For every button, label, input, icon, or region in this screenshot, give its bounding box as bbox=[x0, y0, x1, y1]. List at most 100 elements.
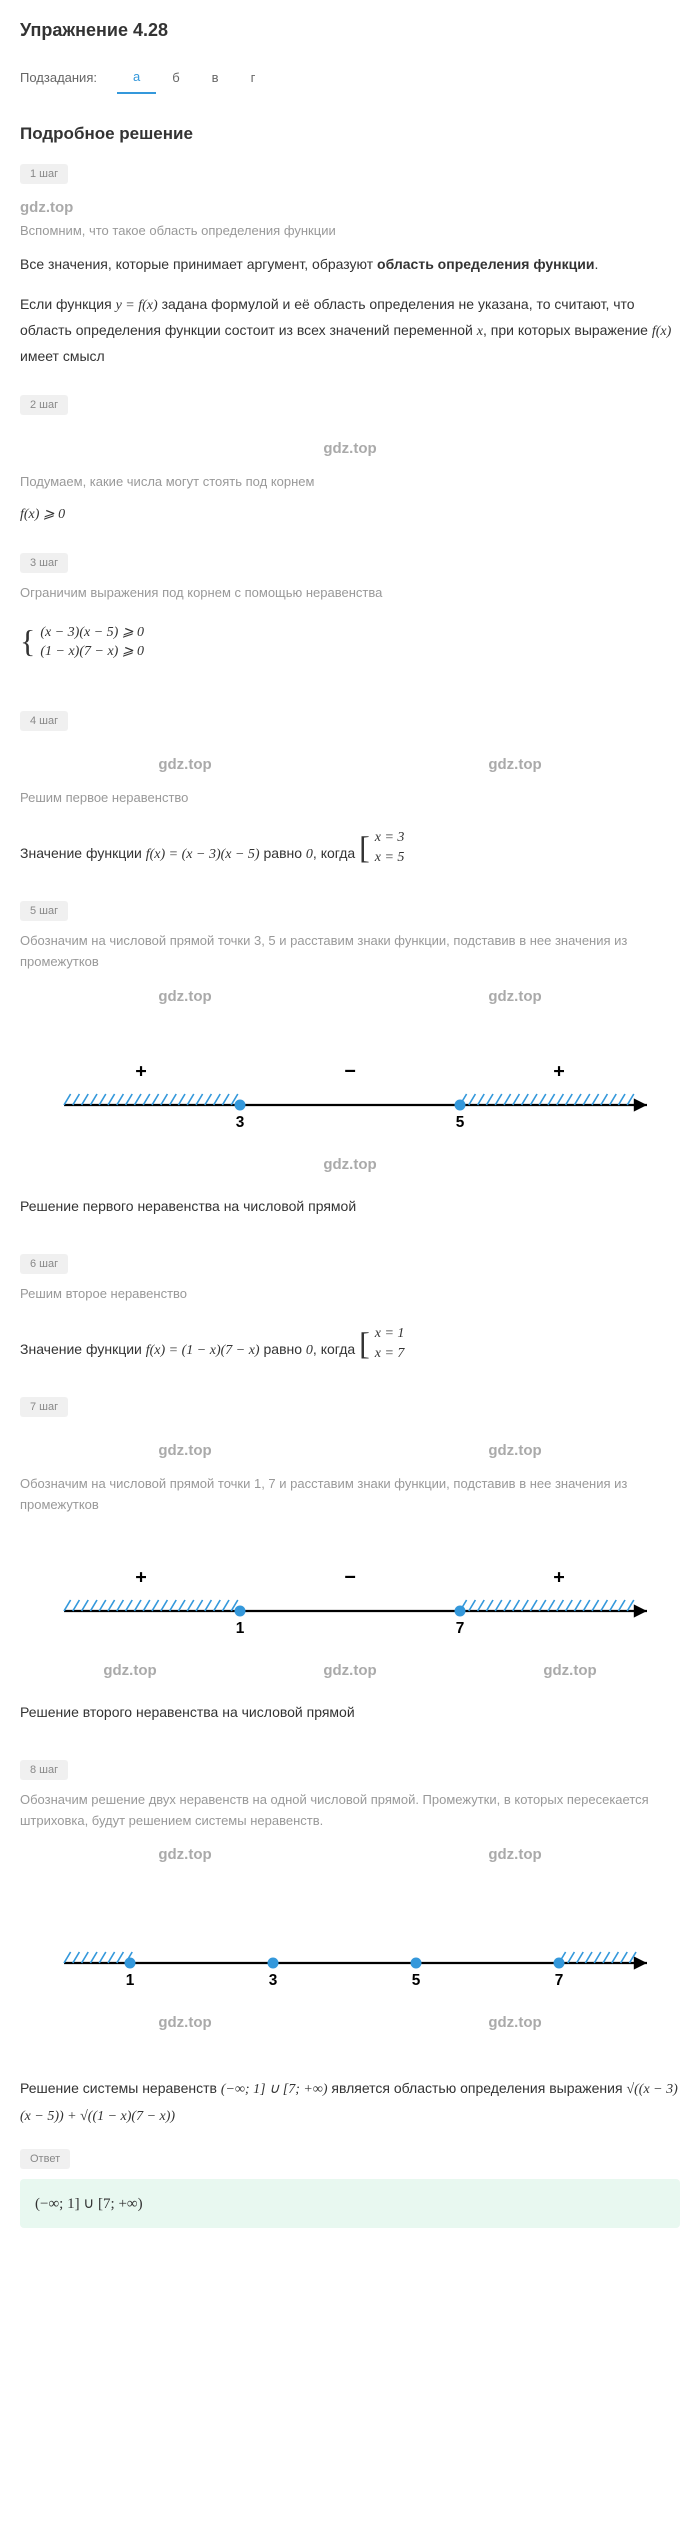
step-badge: 3 шаг bbox=[20, 553, 68, 573]
number-line-3: 1 3 5 7 gdz.top gdz.top bbox=[20, 1908, 680, 2036]
svg-text:+: + bbox=[553, 1060, 565, 1082]
step-badge: 8 шаг bbox=[20, 1760, 68, 1780]
svg-text:1: 1 bbox=[126, 1972, 135, 1989]
step-1: 1 шаг gdz.top Вспомним, что такое област… bbox=[20, 164, 680, 370]
t: Значение функции bbox=[20, 1341, 146, 1357]
eq: x = 3 bbox=[375, 828, 405, 848]
eq: (1 − x)(7 − x) ⩾ 0 bbox=[40, 642, 144, 662]
step-6: 6 шаг Решим второе неравенство Значение … bbox=[20, 1254, 680, 1372]
step-desc: Вспомним, что такое область определения … bbox=[20, 221, 680, 242]
final-text: Решение системы неравенств (−∞; 1] ∪ [7;… bbox=[20, 2076, 680, 2128]
t: является областью определения выражения bbox=[327, 2080, 626, 2096]
step-text: Если функция y = f(x) задана формулой и … bbox=[20, 292, 680, 370]
t: , когда bbox=[313, 845, 359, 861]
eq: (x − 3)(x − 5) ⩾ 0 bbox=[40, 623, 144, 643]
math: f(x) ⩾ 0 bbox=[20, 502, 680, 527]
watermark: gdz.top bbox=[488, 2014, 541, 2031]
t: Все значения, которые принимает аргумент… bbox=[20, 256, 377, 272]
math: y = f(x) bbox=[116, 298, 158, 313]
eq: x = 1 bbox=[375, 1324, 405, 1344]
watermark: gdz.top bbox=[323, 440, 376, 457]
step-4: 4 шаг gdz.top gdz.top Решим первое нераве… bbox=[20, 711, 680, 876]
watermark: gdz.top bbox=[158, 756, 211, 773]
tab-v[interactable]: в bbox=[196, 62, 235, 93]
t: Решение системы неравенств bbox=[20, 2080, 221, 2096]
cases: [ x = 3 x = 5 bbox=[359, 819, 404, 877]
watermark: gdz.top bbox=[158, 2014, 211, 2031]
watermark: gdz.top bbox=[158, 988, 211, 1005]
t-bold: область определения функции bbox=[377, 256, 594, 272]
svg-text:3: 3 bbox=[269, 1972, 278, 1989]
tab-g[interactable]: г bbox=[235, 62, 272, 93]
svg-text:7: 7 bbox=[456, 1620, 465, 1637]
svg-text:5: 5 bbox=[456, 1114, 465, 1131]
step-7: 7 шаг gdz.topgdz.top Обозначим на числов… bbox=[20, 1397, 680, 1516]
watermark: gdz.top bbox=[488, 1442, 541, 1459]
step-text: Значение функции f(x) = (x − 3)(x − 5) р… bbox=[20, 819, 680, 877]
subtasks-label: Подзадания: bbox=[20, 70, 97, 85]
t: Значение функции bbox=[20, 845, 146, 861]
watermark: gdz.top bbox=[158, 1846, 211, 1863]
tab-a[interactable]: а bbox=[117, 61, 156, 94]
step-5: 5 шаг Обозначим на числовой прямой точки… bbox=[20, 901, 680, 1010]
svg-text:+: + bbox=[135, 1566, 147, 1588]
exercise-title: Упражнение 4.28 bbox=[20, 20, 680, 41]
t: , при которых выражение bbox=[483, 322, 652, 338]
tab-b[interactable]: б bbox=[156, 62, 195, 93]
system: { (x − 3)(x − 5) ⩾ 0 (1 − x)(7 − x) ⩾ 0 bbox=[20, 613, 144, 671]
step-badge: 6 шаг bbox=[20, 1254, 68, 1274]
step-8: 8 шаг Обозначим решение двух неравенств … bbox=[20, 1760, 680, 1869]
watermark: gdz.top bbox=[323, 1662, 376, 1679]
watermark: gdz.top bbox=[488, 756, 541, 773]
step-badge: 1 шаг bbox=[20, 164, 68, 184]
answer-label: Ответ bbox=[20, 2149, 70, 2169]
svg-text:5: 5 bbox=[412, 1972, 421, 1989]
math: (−∞; 1] ∪ [7; +∞) bbox=[221, 2082, 328, 2097]
step-desc: Обозначим на числовой прямой точки 1, 7 … bbox=[20, 1474, 680, 1516]
caption: Решение первого неравенства на числовой … bbox=[20, 1198, 680, 1214]
caption: Решение второго неравенства на числовой … bbox=[20, 1704, 680, 1720]
step-badge: 2 шаг bbox=[20, 395, 68, 415]
watermark: gdz.top bbox=[543, 1662, 596, 1679]
svg-text:1: 1 bbox=[236, 1620, 245, 1637]
eq: x = 5 bbox=[375, 848, 405, 868]
step-desc: Решим второе неравенство bbox=[20, 1284, 680, 1305]
step-badge: 5 шаг bbox=[20, 901, 68, 921]
math: f(x) = (1 − x)(7 − x) bbox=[146, 1343, 260, 1358]
answer-box: (−∞; 1] ∪ [7; +∞) bbox=[20, 2179, 680, 2228]
numline-svg: 1 3 5 7 bbox=[20, 1908, 680, 1996]
watermark: gdz.top bbox=[20, 199, 680, 216]
bracket-icon: [ bbox=[359, 1315, 370, 1373]
watermark: gdz.top bbox=[158, 1442, 211, 1459]
svg-text:−: − bbox=[344, 1060, 356, 1082]
math: f(x) = (x − 3)(x − 5) bbox=[146, 847, 260, 862]
eq: x = 7 bbox=[375, 1344, 405, 1364]
section-title: Подробное решение bbox=[20, 124, 680, 144]
math: 0 bbox=[306, 847, 313, 862]
svg-text:7: 7 bbox=[555, 1972, 564, 1989]
subtasks-row: Подзадания: а б в г bbox=[20, 61, 680, 94]
t: имеет смысл bbox=[20, 348, 105, 364]
bracket-icon: [ bbox=[359, 819, 370, 877]
step-desc: Подумаем, какие числа могут стоять под к… bbox=[20, 472, 680, 493]
step-desc: Решим первое неравенство bbox=[20, 788, 680, 809]
step-text: Значение функции f(x) = (1 − x)(7 − x) р… bbox=[20, 1315, 680, 1373]
t: , когда bbox=[313, 1341, 359, 1357]
number-line-2: 17 +−+ gdz.topgdz.topgdz.top Решение вто… bbox=[20, 1556, 680, 1720]
step-badge: 4 шаг bbox=[20, 711, 68, 731]
svg-text:+: + bbox=[135, 1060, 147, 1082]
math: f(x) bbox=[652, 324, 671, 339]
brace-icon: { bbox=[20, 613, 35, 671]
svg-text:3: 3 bbox=[236, 1114, 245, 1131]
math: 0 bbox=[306, 1343, 313, 1358]
step-desc: Ограничим выражения под корнем с помощью… bbox=[20, 583, 680, 604]
t: равно bbox=[260, 845, 306, 861]
step-desc: Обозначим решение двух неравенств на одн… bbox=[20, 1790, 680, 1832]
watermark: gdz.top bbox=[323, 1156, 376, 1173]
number-line-1: 3 5 + − + gdz.top Решение первого неравенст… bbox=[20, 1050, 680, 1214]
svg-text:+: + bbox=[553, 1566, 565, 1588]
t: равно bbox=[260, 1341, 306, 1357]
step-3: 3 шаг Ограничим выражения под корнем с п… bbox=[20, 553, 680, 686]
cases: [ x = 1 x = 7 bbox=[359, 1315, 404, 1373]
watermark: gdz.top bbox=[488, 1846, 541, 1863]
